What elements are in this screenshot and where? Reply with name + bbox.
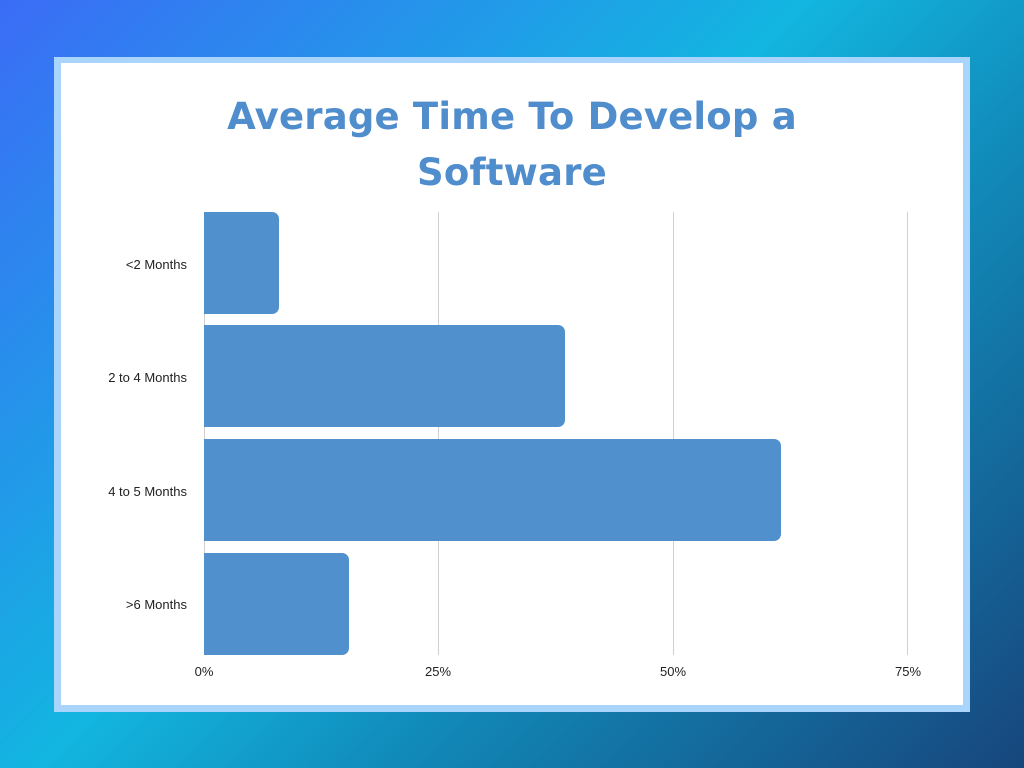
gridline-0 xyxy=(204,212,205,655)
chart-title-line-2: Software xyxy=(417,151,607,194)
x-tick-label: 50% xyxy=(659,664,687,679)
y-axis-label: 2 to 4 Months xyxy=(108,370,187,385)
x-tick-label: 75% xyxy=(894,664,922,679)
bar xyxy=(204,325,566,427)
bar xyxy=(204,439,782,541)
chart-frame: Average Time To Develop a Software <2 Mo… xyxy=(54,57,970,712)
chart-card: Average Time To Develop a Software <2 Mo… xyxy=(61,63,963,705)
y-axis-label: >6 Months xyxy=(125,597,187,612)
bar xyxy=(204,212,280,314)
bar xyxy=(204,553,350,655)
gridline-50 xyxy=(673,212,674,655)
x-tick-label: 25% xyxy=(424,664,452,679)
y-axis-label: 4 to 5 Months xyxy=(108,484,187,499)
chart-title: Average Time To Develop a Software xyxy=(61,89,963,201)
chart-title-line-1: Average Time To Develop a xyxy=(227,95,797,138)
gridline-25 xyxy=(438,212,439,655)
x-tick-label: 0% xyxy=(194,664,214,679)
gridline-75 xyxy=(907,212,908,655)
y-axis-label: <2 Months xyxy=(125,257,187,272)
plot-area xyxy=(204,212,908,655)
